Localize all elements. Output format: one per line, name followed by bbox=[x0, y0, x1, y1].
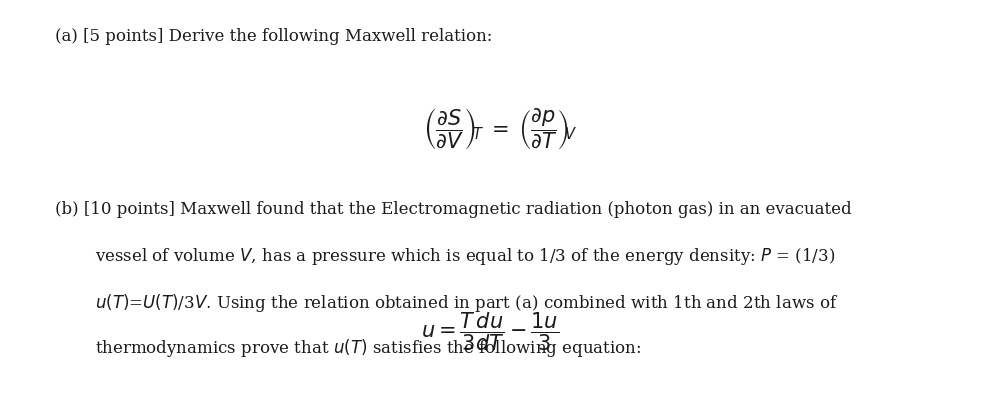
Text: vessel of volume $V$, has a pressure which is equal to 1/3 of the energy density: vessel of volume $V$, has a pressure whi… bbox=[95, 246, 836, 267]
Text: (a) [5 points] Derive the following Maxwell relation:: (a) [5 points] Derive the following Maxw… bbox=[55, 28, 492, 45]
Text: $u = \dfrac{T\,du}{3dT} - \dfrac{1u}{3}$: $u = \dfrac{T\,du}{3dT} - \dfrac{1u}{3}$ bbox=[421, 310, 560, 353]
Text: $u(T)$=$U(T)$/3$V$. Using the relation obtained in part (a) combined with 1th an: $u(T)$=$U(T)$/3$V$. Using the relation o… bbox=[95, 292, 838, 314]
Text: (b) [10 points] Maxwell found that the Electromagnetic radiation (photon gas) in: (b) [10 points] Maxwell found that the E… bbox=[55, 201, 852, 218]
Text: thermodynamics prove that $u(T)$ satisfies the following equation:: thermodynamics prove that $u(T)$ satisfi… bbox=[95, 337, 642, 359]
Text: $\left(\dfrac{\partial S}{\partial V}\right)_{\!\!T}\;=\;\left(\dfrac{\partial p: $\left(\dfrac{\partial S}{\partial V}\ri… bbox=[423, 106, 578, 151]
